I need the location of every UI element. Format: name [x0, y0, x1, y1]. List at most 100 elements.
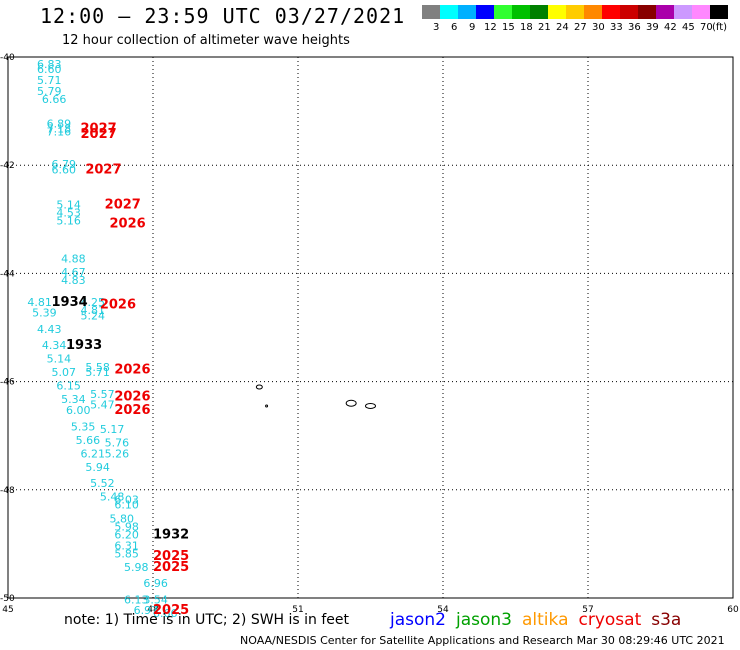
swh-value: 4.67 [61, 266, 86, 279]
time-label: 2026 [114, 362, 150, 377]
time-label: 1934 [52, 295, 88, 310]
swh-value: 5.07 [52, 366, 77, 379]
colorbar-swatch [458, 5, 476, 19]
y-tick-label: -46 [0, 378, 15, 388]
swh-value: 6.96 [143, 577, 168, 590]
swh-value: 4.34 [42, 339, 66, 352]
swh-value: 3.54 [143, 593, 168, 606]
swh-value: 5.57 [90, 388, 115, 401]
swh-value: 5.98 [124, 561, 149, 574]
time-label: 2027 [81, 122, 117, 137]
time-label: 2027 [105, 197, 141, 212]
time-label: 2026 [100, 298, 136, 313]
colorbar-swatch [566, 5, 584, 19]
time-label: 2027 [85, 162, 121, 177]
swh-value: 5.14 [47, 353, 72, 366]
time-label: 2025 [153, 560, 189, 575]
x-tick-label: 45 [2, 605, 13, 615]
swh-value: 6.83 [37, 58, 62, 71]
swh-value: 5.47 [90, 399, 115, 412]
x-tick-label: 54 [437, 605, 449, 615]
swh-value: 5.66 [76, 434, 101, 447]
colorbar-swatch [512, 5, 530, 19]
colorbar-swatch [692, 5, 710, 19]
colorbar-label: 27 [574, 22, 587, 33]
swh-value: 4.81 [27, 296, 52, 309]
chart-title: 12:00 — 23:59 UTC 03/27/2021 [40, 4, 406, 28]
swh-value: 5.34 [61, 393, 86, 406]
swh-value: 5.52 [90, 477, 115, 490]
legend-altika: altika [522, 610, 569, 630]
colorbar [422, 5, 728, 19]
swh-value: 5.39 [32, 307, 57, 320]
colorbar-label: 42 [664, 22, 677, 33]
crozet-island-2 [265, 404, 269, 408]
swh-value: 6.89 [47, 117, 72, 130]
colorbar-label: 18 [520, 22, 533, 33]
crozet-island-1 [255, 384, 263, 390]
y-tick-label: -48 [0, 486, 15, 496]
colorbar-swatch [674, 5, 692, 19]
x-tick-label: 51 [292, 605, 303, 615]
swh-value: 5.94 [85, 461, 110, 474]
colorbar-label: 12 [484, 22, 497, 33]
time-label: 2025 [153, 549, 189, 564]
legend-cryosat: cryosat [578, 610, 642, 630]
swh-value: 7.18 [47, 123, 72, 136]
colorbar-swatch [530, 5, 548, 19]
swh-value: 5.48 [100, 491, 125, 504]
y-tick-label: -42 [0, 161, 15, 171]
swh-value: 4.81 [81, 304, 106, 317]
time-label: 2026 [114, 390, 150, 405]
colorbar-swatch [584, 5, 602, 19]
swh-value: 5.79 [37, 85, 62, 98]
swh-value: 4.25 [81, 296, 106, 309]
x-tick-label: 48 [147, 605, 159, 615]
swh-value: 5.71 [85, 366, 110, 379]
swh-value: 6.31 [114, 539, 139, 552]
plot-frame [7, 56, 734, 599]
x-tick-label: 57 [582, 605, 593, 615]
swh-value: 6.97 [134, 604, 159, 617]
swh-value: 4.53 [56, 207, 80, 220]
crozet-island-3 [345, 399, 357, 407]
swh-value: 5.80 [110, 512, 135, 525]
swh-value: 4.83 [61, 274, 86, 287]
swh-value: 6.03 [114, 493, 139, 506]
colorbar-label: 21 [538, 22, 551, 33]
colorbar-label: 45 [682, 22, 695, 33]
swh-value: 6.13 [124, 593, 149, 606]
colorbar-swatch [422, 5, 440, 19]
swh-value: 5.85 [114, 547, 139, 560]
colorbar-swatch [656, 5, 674, 19]
swh-value: 6.66 [153, 607, 178, 620]
crozet-island-4 [365, 402, 376, 409]
swh-value: 6.60 [37, 63, 62, 76]
swh-value: 6.15 [56, 380, 80, 393]
time-label: 2026 [114, 403, 150, 418]
swh-value: 6.10 [114, 499, 139, 512]
colorbar-label: 39 [646, 22, 659, 33]
time-label: 2027 [81, 127, 117, 142]
swh-value: 6.79 [52, 158, 77, 171]
colorbar-label: 6 [451, 22, 458, 33]
colorbar-label: 33 [610, 22, 623, 33]
swh-value: 5.71 [37, 74, 62, 87]
swh-value: 6.20 [114, 528, 139, 541]
y-tick-label: -40 [0, 53, 15, 63]
swh-value: 5.58 [85, 361, 110, 374]
swh-value: 5.26 [105, 447, 129, 460]
x-tick-label: 60 [727, 605, 739, 615]
legend-s3a: s3a [651, 610, 682, 630]
colorbar-label: 36 [628, 22, 641, 33]
colorbar-swatch [440, 5, 458, 19]
swh-value: 6.00 [66, 404, 91, 417]
swh-value: 5.35 [71, 420, 96, 433]
time-label: 2025 [153, 603, 189, 618]
swh-value: 5.76 [105, 437, 129, 450]
y-tick-label: -50 [0, 594, 15, 604]
swh-value: 4.43 [37, 323, 62, 336]
swh-value: 6.66 [42, 93, 66, 106]
colorbar-label: 70 [700, 22, 713, 33]
swh-value: 5.98 [114, 520, 139, 533]
